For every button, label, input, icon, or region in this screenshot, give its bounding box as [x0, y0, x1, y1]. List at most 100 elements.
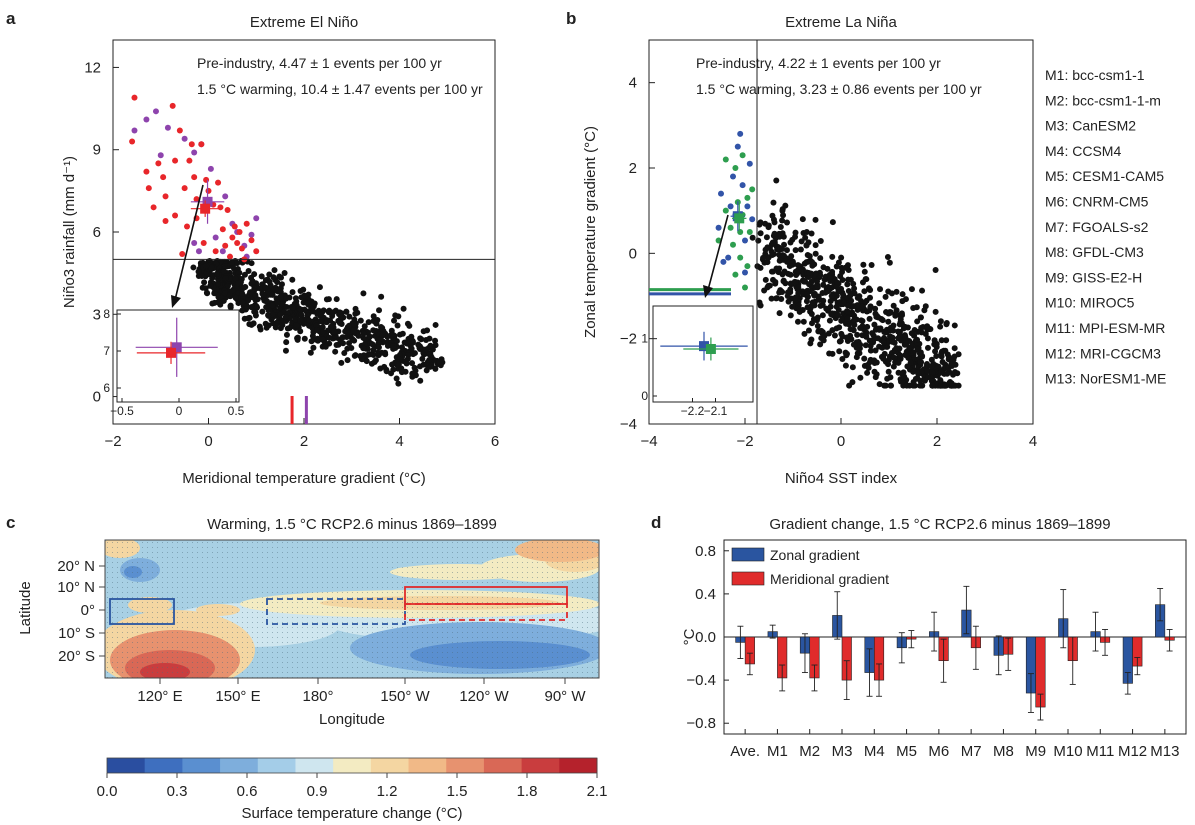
scatter-point-normal [943, 337, 950, 344]
panel-d-axes: −0.8 −0.4 0.0 0.4 0.8 Ave. M1 M2 M3 M4 M5 M6 M7 M8 M9 M… [686, 543, 1186, 760]
inset-y-tick-label: 6 [103, 381, 110, 395]
scatter-point-normal [862, 342, 869, 349]
scatter-point-normal [951, 345, 958, 352]
scatter-point-normal [872, 347, 879, 354]
scatter-point-normal [375, 344, 382, 351]
scatter-point-normal [827, 298, 834, 305]
x-tick-label: 4 [1029, 433, 1037, 450]
scatter-point-normal [851, 285, 858, 292]
scatter-point-normal [227, 303, 234, 310]
scatter-point-normal [203, 263, 210, 270]
scatter-point-normal [828, 311, 835, 318]
scatter-point-normal [786, 263, 793, 270]
scatter-point-normal [939, 348, 946, 355]
scatter-point-normal [902, 296, 909, 303]
legend-model-entry: M4: CCSM4 [1045, 143, 1121, 159]
scatter-point-normal [277, 293, 284, 300]
legend-model-entry: M2: bcc-csm1-1-m [1045, 92, 1161, 108]
panel-b-label: b [566, 9, 576, 28]
scatter-point-normal [269, 302, 276, 309]
scatter-point-normal [864, 369, 871, 376]
scatter-point-normal [396, 351, 403, 358]
scatter-point-normal [346, 313, 353, 320]
scatter-point-normal [897, 352, 904, 359]
box-central-pacific [266, 598, 406, 625]
y-tick-label: 10° S [58, 625, 95, 642]
scatter-point-normal [769, 239, 776, 246]
y-tick-label: 3 [93, 306, 101, 323]
scatter-point-normal [326, 334, 333, 341]
scatter-point-normal [239, 290, 246, 297]
x-tick-label: M7 [961, 743, 982, 760]
scatter-point-normal [915, 370, 922, 377]
panel-c-ylabel: Latitude [17, 581, 34, 634]
scatter-point-normal [833, 284, 840, 291]
scatter-point-normal [877, 286, 884, 293]
scatter-point-normal [392, 312, 399, 319]
scatter-point-normal [420, 361, 427, 368]
scatter-point-normal [327, 317, 334, 324]
scatter-point-normal [306, 317, 313, 324]
scatter-point-normal [319, 336, 326, 343]
legend-label-meridional: Meridional gradient [770, 571, 889, 587]
y-tick-label: 2 [629, 160, 637, 177]
scatter-point-preindustry [742, 284, 748, 291]
scatter-point-normal [849, 364, 856, 371]
scatter-point-normal [861, 288, 868, 295]
x-tick-label: 150° E [215, 688, 260, 705]
scatter-point-warming [737, 130, 744, 137]
x-tick-label: 0 [204, 433, 212, 450]
scatter-point-normal [895, 335, 902, 342]
scatter-point-normal [851, 321, 858, 328]
scatter-point-normal [787, 280, 794, 287]
scatter-point-normal [901, 373, 908, 380]
panel-b-annotation-preindustry: Pre-industry, 4.22 ± 1 events per 100 yr [696, 55, 941, 71]
scatter-point-preindustry [744, 263, 751, 270]
scatter-point-normal [417, 377, 424, 384]
scatter-point-normal [799, 216, 806, 223]
scatter-point-normal [373, 320, 380, 327]
scatter-point-normal [208, 264, 215, 271]
scatter-point-warming [212, 248, 219, 255]
colorbar-tick-label: 0.3 [167, 783, 188, 800]
scatter-point-normal [805, 327, 812, 334]
y-tick-label: 10° N [57, 579, 95, 596]
map-frame [104, 539, 600, 679]
scatter-point-normal [843, 334, 850, 341]
scatter-point-warming [253, 248, 260, 255]
scatter-point-normal [307, 349, 314, 356]
scatter-point-normal [829, 268, 836, 275]
scatter-point-warming [718, 190, 724, 197]
scatter-point-normal [801, 330, 808, 337]
scatter-point-normal [863, 332, 870, 339]
scatter-point-normal [378, 323, 385, 330]
scatter-point-normal [394, 322, 401, 329]
panel-c-label: c [6, 513, 15, 532]
scatter-point-warming [730, 173, 736, 180]
legend-model-entry: M8: GFDL-CM3 [1045, 244, 1144, 260]
legend-model-entry: M5: CESM1-CAM5 [1045, 168, 1164, 184]
scatter-point-normal [263, 324, 270, 331]
scatter-point-normal [409, 360, 416, 367]
scatter-point-normal [263, 304, 270, 311]
scatter-point-normal [871, 368, 878, 375]
scatter-point-normal [814, 278, 821, 285]
scatter-point-normal [357, 317, 364, 324]
scatter-point-normal [221, 290, 228, 297]
colorbar-segment [220, 758, 259, 773]
box-west-pacific [109, 598, 175, 625]
scatter-point-normal [924, 368, 931, 375]
scatter-point-normal [794, 262, 801, 269]
scatter-point-normal [788, 253, 795, 260]
scatter-point-normal [795, 284, 802, 291]
scatter-point-warming [169, 102, 176, 109]
scatter-point-normal [866, 286, 873, 293]
scatter-point-normal [833, 263, 840, 270]
x-tick-label: 0 [837, 433, 845, 450]
scatter-point-preindustry [253, 215, 260, 222]
scatter-point-normal [829, 253, 836, 260]
scatter-point-normal [916, 350, 923, 357]
scatter-point-warming [734, 143, 741, 150]
scatter-point-normal [871, 321, 878, 328]
colorbar-segment [257, 758, 296, 773]
